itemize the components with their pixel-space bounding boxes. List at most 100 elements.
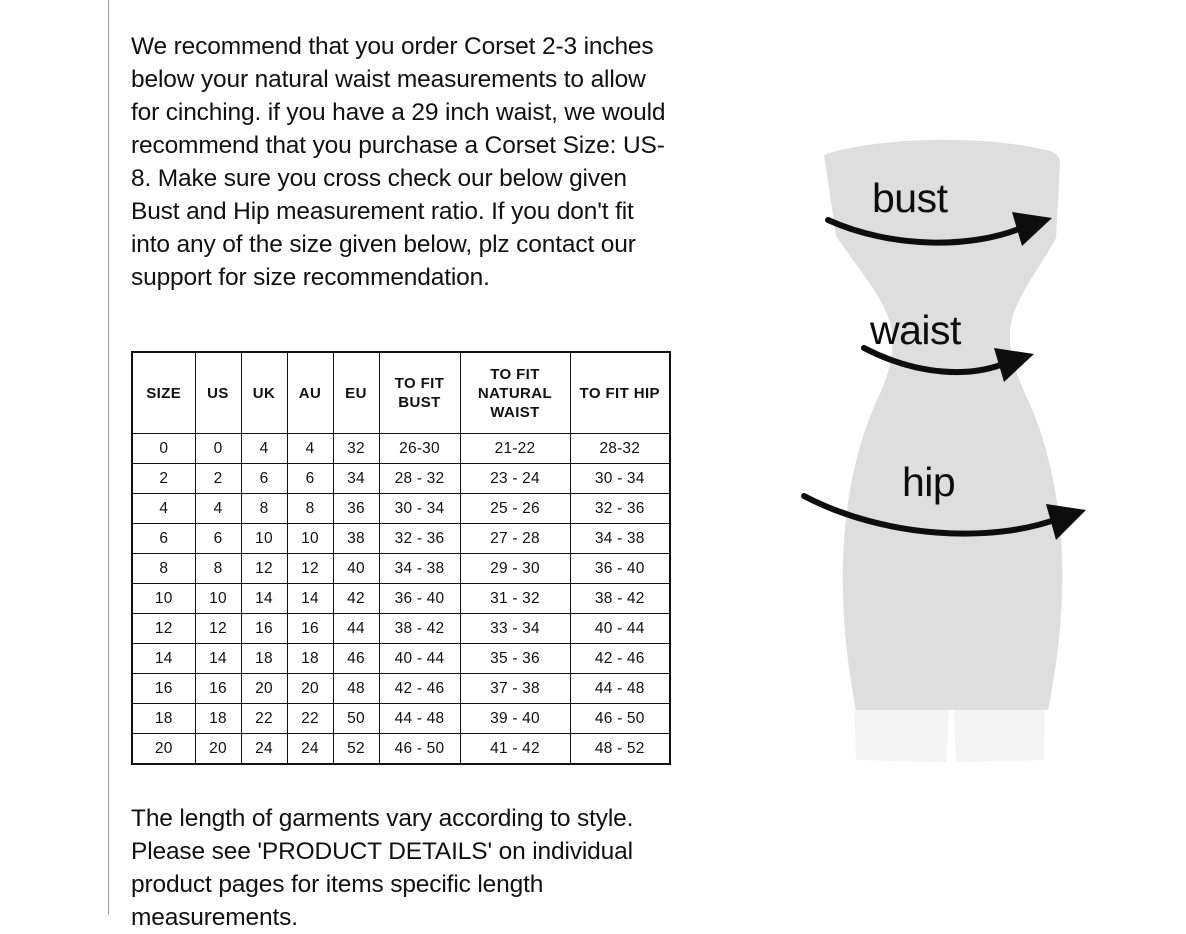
cell-uk: 12 bbox=[240, 553, 288, 584]
cell-size: 16 bbox=[131, 673, 196, 704]
table-row: 4 4 8 8 36 30 - 34 25 - 26 32 - 36 bbox=[131, 493, 671, 524]
cell-eu: 50 bbox=[332, 703, 380, 734]
column-header-waist: TO FIT NATURAL WAIST bbox=[459, 351, 571, 434]
cell-waist: 25 - 26 bbox=[459, 493, 571, 524]
cell-bust: 32 - 36 bbox=[378, 523, 461, 554]
cell-au: 22 bbox=[286, 703, 334, 734]
cell-uk: 22 bbox=[240, 703, 288, 734]
cell-bust: 30 - 34 bbox=[378, 493, 461, 524]
cell-us: 10 bbox=[194, 583, 242, 614]
cell-eu: 34 bbox=[332, 463, 380, 494]
cell-uk: 18 bbox=[240, 643, 288, 674]
table-row: 18 18 22 22 50 44 - 48 39 - 40 46 - 50 bbox=[131, 703, 671, 734]
body-measurement-illustration: bust waist hip bbox=[760, 60, 1140, 840]
waist-label: waist bbox=[869, 307, 962, 353]
cell-bust: 34 - 38 bbox=[378, 553, 461, 584]
cell-waist: 31 - 32 bbox=[459, 583, 571, 614]
cell-size: 14 bbox=[131, 643, 196, 674]
cell-eu: 48 bbox=[332, 673, 380, 704]
cell-au: 4 bbox=[286, 433, 334, 464]
cell-bust: 38 - 42 bbox=[378, 613, 461, 644]
cell-bust: 28 - 32 bbox=[378, 463, 461, 494]
cell-bust: 46 - 50 bbox=[378, 733, 461, 765]
cell-au: 24 bbox=[286, 733, 334, 765]
cell-waist: 23 - 24 bbox=[459, 463, 571, 494]
cell-uk: 20 bbox=[240, 673, 288, 704]
cell-size: 18 bbox=[131, 703, 196, 734]
cell-au: 20 bbox=[286, 673, 334, 704]
cell-au: 14 bbox=[286, 583, 334, 614]
cell-uk: 10 bbox=[240, 523, 288, 554]
table-row: 6 6 10 10 38 32 - 36 27 - 28 34 - 38 bbox=[131, 523, 671, 554]
cell-size: 4 bbox=[131, 493, 196, 524]
table-row: 10 10 14 14 42 36 - 40 31 - 32 38 - 42 bbox=[131, 583, 671, 614]
table-row: 12 12 16 16 44 38 - 42 33 - 34 40 - 44 bbox=[131, 613, 671, 644]
cell-uk: 14 bbox=[240, 583, 288, 614]
vertical-divider bbox=[108, 0, 109, 915]
column-header-uk: UK bbox=[240, 351, 288, 434]
cell-eu: 36 bbox=[332, 493, 380, 524]
cell-waist: 21-22 bbox=[459, 433, 571, 464]
cell-us: 14 bbox=[194, 643, 242, 674]
cell-au: 10 bbox=[286, 523, 334, 554]
cell-us: 18 bbox=[194, 703, 242, 734]
cell-hip: 34 - 38 bbox=[569, 523, 671, 554]
cell-us: 8 bbox=[194, 553, 242, 584]
column-header-us: US bbox=[194, 351, 242, 434]
bust-arrow-head bbox=[1012, 212, 1052, 246]
cell-hip: 38 - 42 bbox=[569, 583, 671, 614]
cell-bust: 36 - 40 bbox=[378, 583, 461, 614]
table-row: 0 0 4 4 32 26-30 21-22 28-32 bbox=[131, 433, 671, 464]
cell-uk: 8 bbox=[240, 493, 288, 524]
table-row: 14 14 18 18 46 40 - 44 35 - 36 42 - 46 bbox=[131, 643, 671, 674]
dress-silhouette bbox=[824, 139, 1063, 710]
cell-hip: 44 - 48 bbox=[569, 673, 671, 704]
cell-hip: 28-32 bbox=[569, 433, 671, 464]
cell-size: 6 bbox=[131, 523, 196, 554]
hip-arrow-line bbox=[801, 493, 1063, 537]
cell-eu: 42 bbox=[332, 583, 380, 614]
cell-waist: 39 - 40 bbox=[459, 703, 571, 734]
waist-arrow-line bbox=[861, 345, 1011, 376]
cell-hip: 46 - 50 bbox=[569, 703, 671, 734]
size-chart-table-container: SIZE US UK AU EU TO FIT BUST TO FIT NATU… bbox=[131, 351, 671, 765]
table-header-row: SIZE US UK AU EU TO FIT BUST TO FIT NATU… bbox=[131, 351, 671, 434]
cell-us: 16 bbox=[194, 673, 242, 704]
cell-eu: 32 bbox=[332, 433, 380, 464]
cell-us: 6 bbox=[194, 523, 242, 554]
cell-eu: 44 bbox=[332, 613, 380, 644]
cell-au: 8 bbox=[286, 493, 334, 524]
size-chart-table: SIZE US UK AU EU TO FIT BUST TO FIT NATU… bbox=[131, 351, 671, 765]
cell-size: 0 bbox=[131, 433, 196, 464]
cell-waist: 33 - 34 bbox=[459, 613, 571, 644]
table-row: 2 2 6 6 34 28 - 32 23 - 24 30 - 34 bbox=[131, 463, 671, 494]
cell-us: 12 bbox=[194, 613, 242, 644]
cell-waist: 41 - 42 bbox=[459, 733, 571, 765]
cell-size: 12 bbox=[131, 613, 196, 644]
cell-eu: 52 bbox=[332, 733, 380, 765]
cell-uk: 6 bbox=[240, 463, 288, 494]
dress-form-svg: bust waist hip bbox=[801, 139, 1086, 762]
cell-hip: 36 - 40 bbox=[569, 553, 671, 584]
closing-paragraph: The length of garments vary according to… bbox=[131, 804, 634, 931]
hip-label: hip bbox=[902, 459, 955, 505]
cell-eu: 46 bbox=[332, 643, 380, 674]
cell-bust: 40 - 44 bbox=[378, 643, 461, 674]
cell-us: 0 bbox=[194, 433, 242, 464]
cell-waist: 35 - 36 bbox=[459, 643, 571, 674]
cell-hip: 30 - 34 bbox=[569, 463, 671, 494]
cell-bust: 26-30 bbox=[378, 433, 461, 464]
cell-eu: 40 bbox=[332, 553, 380, 584]
cell-uk: 16 bbox=[240, 613, 288, 644]
cell-bust: 44 - 48 bbox=[378, 703, 461, 734]
cell-hip: 40 - 44 bbox=[569, 613, 671, 644]
hip-arrow-head bbox=[1046, 504, 1086, 540]
cell-size: 8 bbox=[131, 553, 196, 584]
column-header-bust: TO FIT BUST bbox=[378, 351, 461, 434]
cell-au: 6 bbox=[286, 463, 334, 494]
column-header-hip: TO FIT HIP bbox=[569, 351, 671, 434]
cell-au: 16 bbox=[286, 613, 334, 644]
cell-hip: 32 - 36 bbox=[569, 493, 671, 524]
cell-eu: 38 bbox=[332, 523, 380, 554]
cell-bust: 42 - 46 bbox=[378, 673, 461, 704]
